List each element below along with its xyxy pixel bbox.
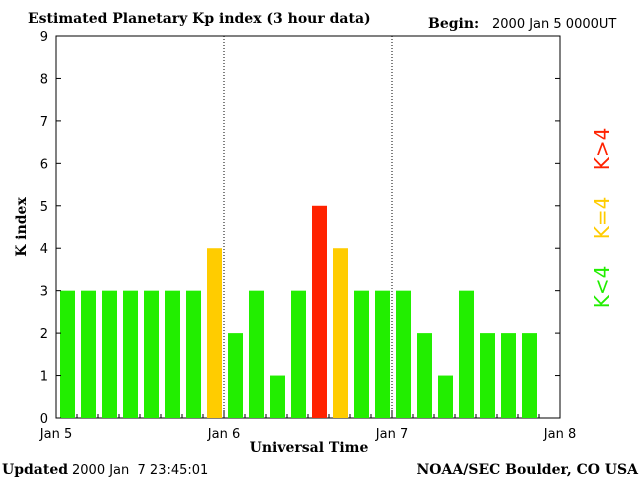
kp-bar — [291, 290, 306, 418]
kp-bar — [81, 290, 96, 418]
x-tick-label: Jan 7 — [375, 427, 408, 442]
legend-k-less-4: K<4 — [590, 266, 614, 309]
kp-bar — [312, 205, 327, 418]
y-tick-label: 0 — [40, 412, 48, 427]
kp-bar — [102, 290, 117, 418]
begin-label: Begin: — [428, 16, 479, 32]
kp-bar — [417, 333, 432, 418]
kp-bar — [501, 333, 516, 418]
kp-bar — [480, 333, 495, 418]
kp-bar — [165, 290, 180, 418]
kp-bar — [207, 248, 222, 418]
kp-bar — [60, 290, 75, 418]
kp-bar — [375, 290, 390, 418]
kp-bar — [123, 290, 138, 418]
x-axis-label: Universal Time — [250, 440, 369, 456]
kp-bar — [522, 333, 537, 418]
chart-title: Estimated Planetary Kp index (3 hour dat… — [28, 11, 371, 27]
updated-value: 2000 Jan 7 23:45:01 — [72, 463, 208, 478]
y-tick-label: 4 — [40, 242, 48, 257]
kp-bar — [438, 375, 453, 418]
source-credit: NOAA/SEC Boulder, CO USA — [417, 462, 640, 478]
x-tick-label: Jan 8 — [543, 427, 576, 442]
kp-bar — [459, 290, 474, 418]
x-tick-label: Jan 6 — [207, 427, 240, 442]
kp-bar — [249, 290, 264, 418]
y-tick-label: 7 — [40, 115, 48, 130]
kp-bar — [228, 333, 243, 418]
y-tick-label: 1 — [40, 370, 48, 385]
y-tick-label: 3 — [40, 285, 48, 300]
y-tick-label: 9 — [40, 30, 48, 45]
kp-bar — [144, 290, 159, 418]
x-tick-label: Jan 5 — [39, 427, 72, 442]
y-tick-label: 8 — [40, 72, 48, 87]
kp-bar — [270, 375, 285, 418]
legend-k-greater-4: K>4 — [590, 128, 614, 171]
updated-label: Updated — [2, 462, 68, 478]
y-tick-label: 2 — [40, 327, 48, 342]
kp-bar — [333, 248, 348, 418]
y-tick-label: 6 — [40, 157, 48, 172]
kp-bar — [186, 290, 201, 418]
y-tick-label: 5 — [40, 200, 48, 215]
legend-k-equal-4: K=4 — [590, 197, 614, 240]
kp-bar — [396, 290, 411, 418]
begin-value: 2000 Jan 5 0000UT — [492, 17, 616, 32]
kp-bar — [354, 290, 369, 418]
y-axis-label: K index — [14, 197, 30, 257]
